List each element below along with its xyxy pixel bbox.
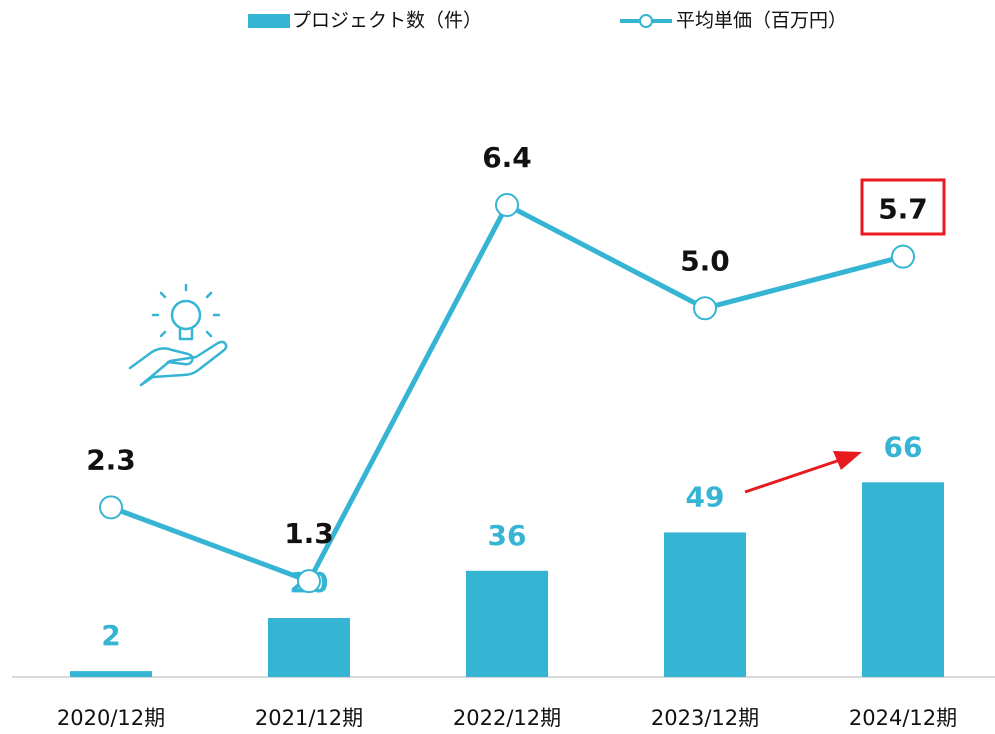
line-marker [891, 244, 915, 269]
bar [268, 618, 350, 677]
trend-arrow [744, 451, 862, 494]
lightbulb-hand-icon [128, 283, 228, 387]
bar [70, 671, 152, 677]
bar-value-label: 66 [884, 430, 923, 463]
line-value-label: 5.7 [878, 193, 928, 226]
x-tick-label: 2020/12期 [57, 706, 165, 730]
bar-value-label: 2 [101, 619, 120, 652]
x-tick-label: 2022/12期 [453, 706, 561, 730]
bar [466, 570, 548, 677]
bar-value-label: 36 [488, 519, 527, 552]
line-marker [693, 296, 717, 321]
bar [862, 482, 944, 677]
x-tick-label: 2021/12期 [255, 706, 363, 730]
x-tick-label: 2024/12期 [849, 706, 957, 730]
line-value-label: 5.0 [680, 244, 730, 277]
line-marker [99, 495, 123, 520]
legend-marker [639, 14, 653, 28]
legend-label: 平均単価（百万円） [676, 10, 847, 32]
legend-label: プロジェクト数（件） [292, 10, 482, 32]
bar-value-label: 49 [686, 480, 725, 513]
x-tick-label: 2023/12期 [651, 706, 759, 730]
line-marker [297, 569, 321, 594]
line-value-label: 1.3 [284, 517, 334, 550]
legend-swatch [248, 14, 290, 28]
bar [664, 532, 746, 677]
line-marker [495, 193, 519, 217]
highlight-box [860, 178, 946, 236]
line-value-label: 2.3 [86, 443, 136, 476]
line-value-label: 6.4 [482, 141, 532, 174]
